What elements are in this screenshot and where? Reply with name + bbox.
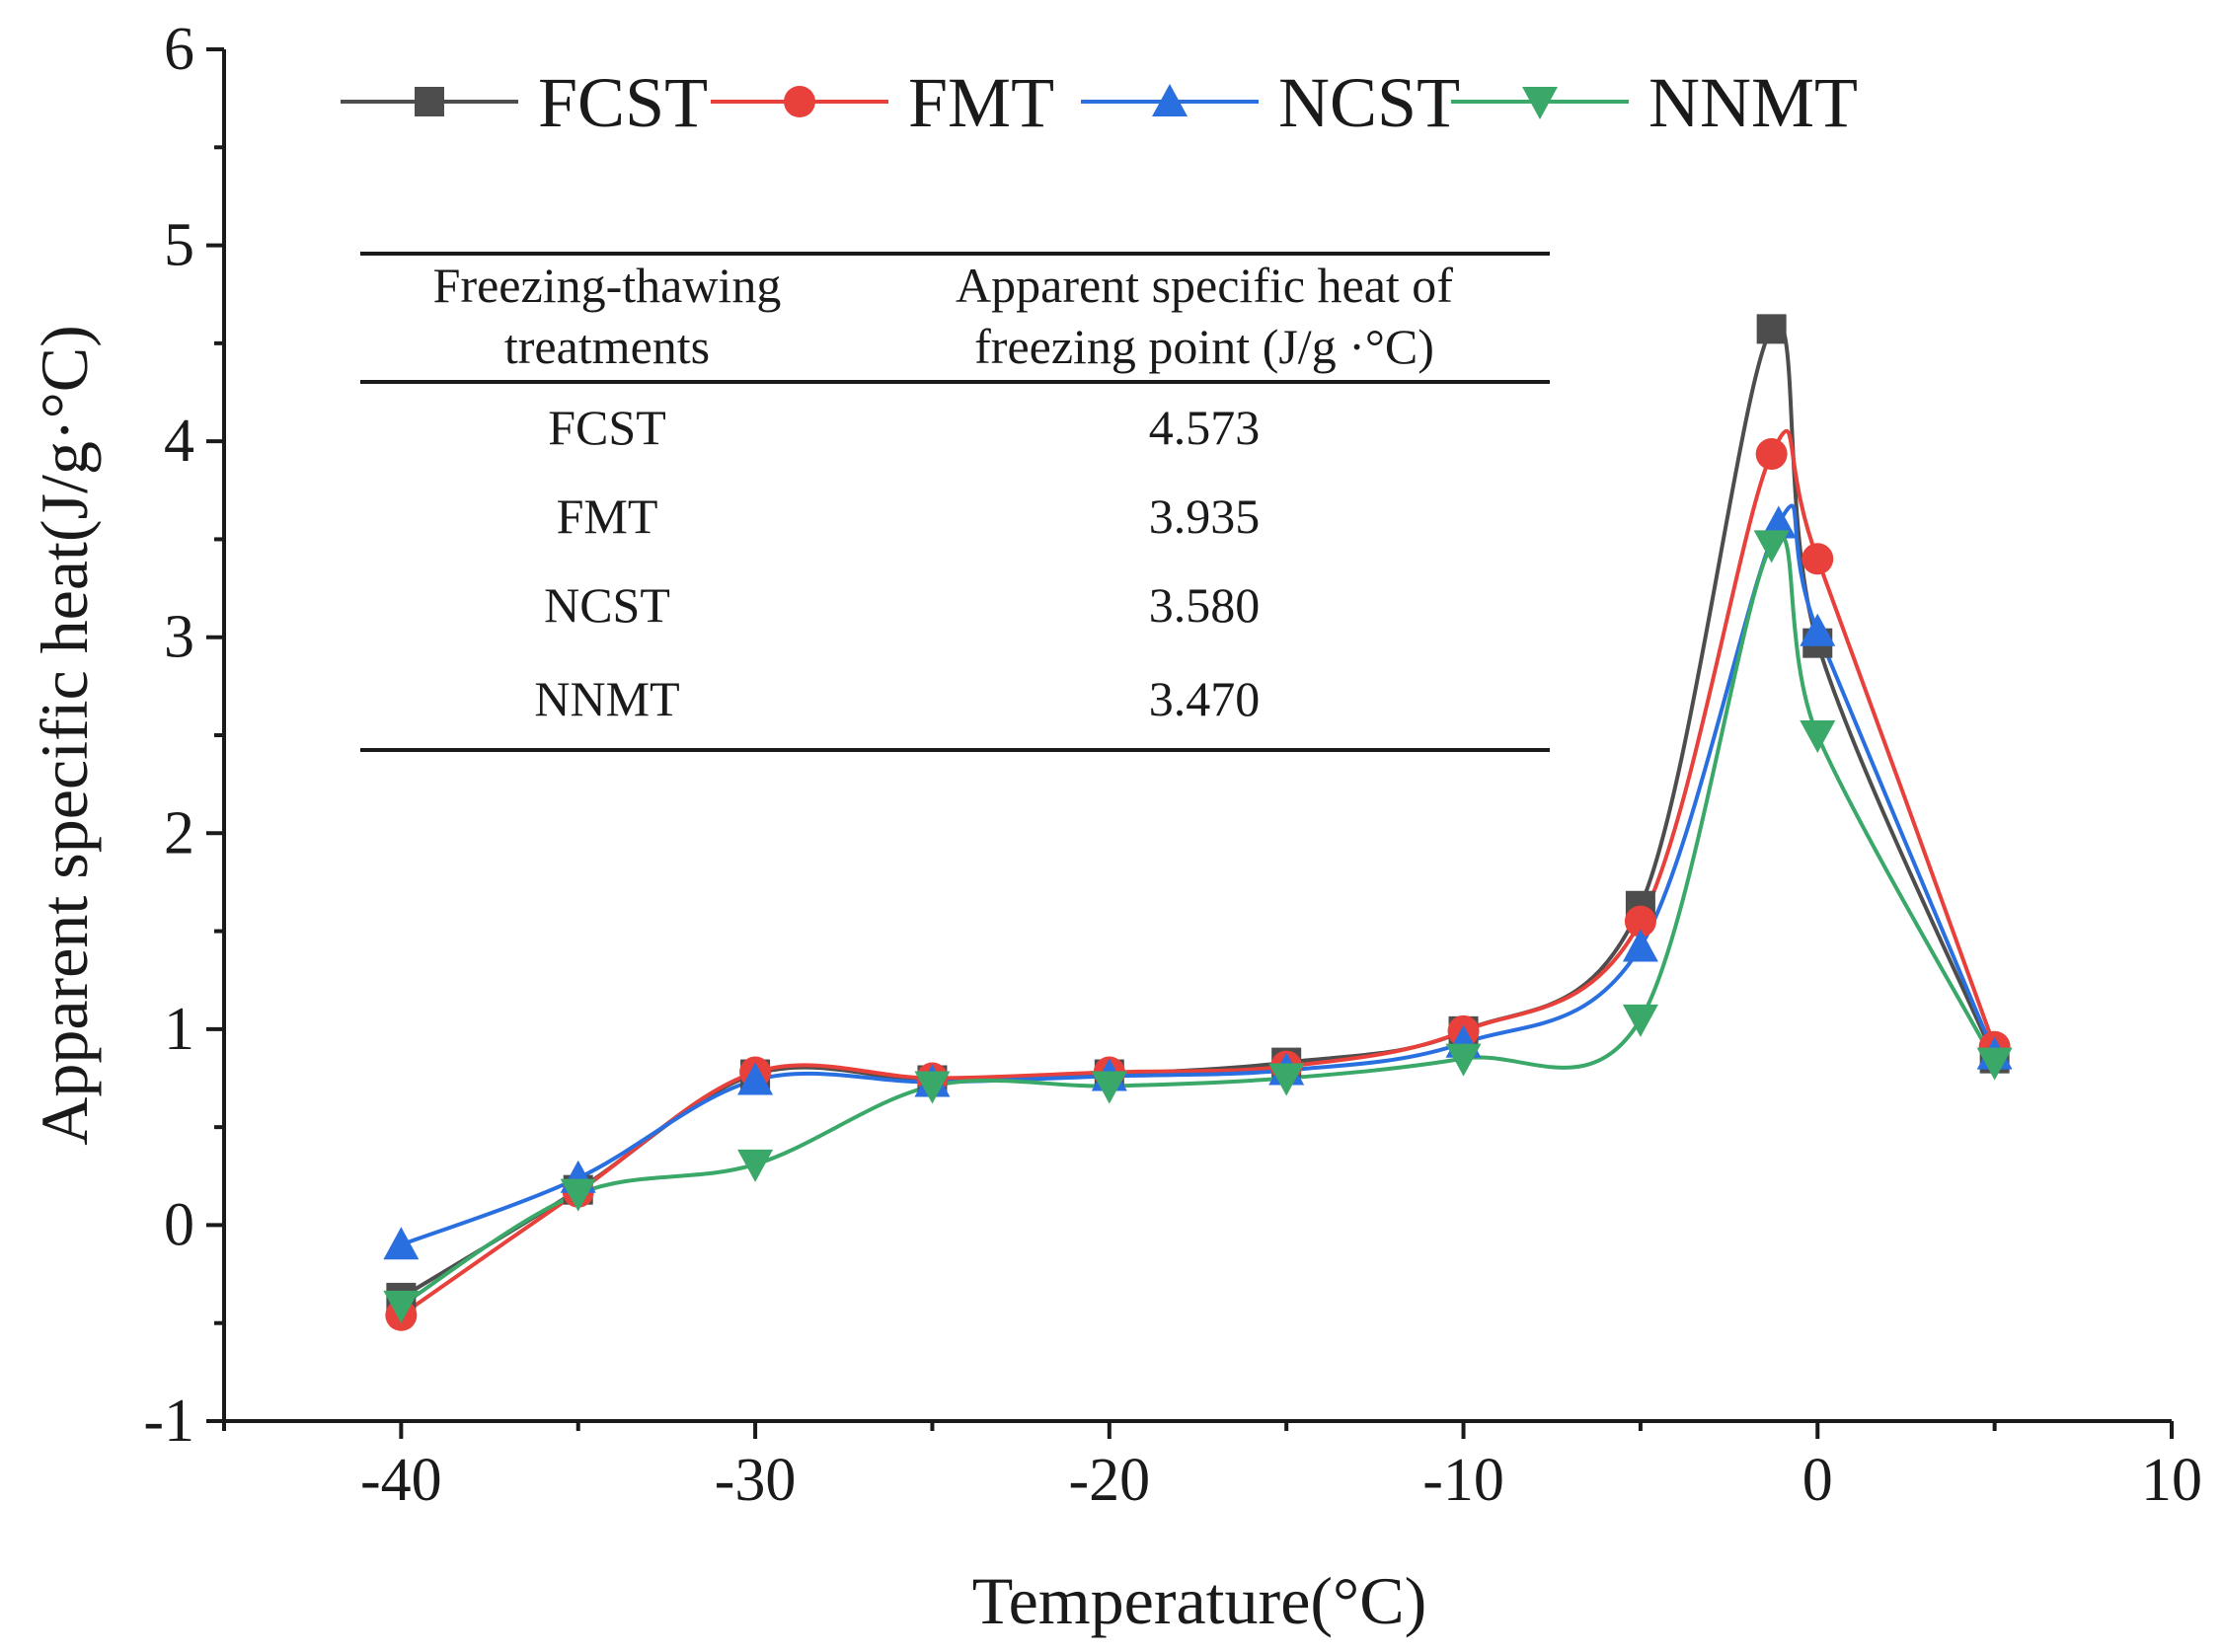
x-tick-label: -10 [1422,1447,1504,1514]
table-header-col2: Apparent specific heat of [956,258,1453,313]
data-point-nnmt [1976,1047,2013,1081]
data-point-nnmt [383,1290,420,1323]
data-point-nnmt [1445,1043,1482,1077]
x-tick-label: -30 [715,1447,797,1514]
legend-marker-nnmt [1522,87,1558,119]
table-cell-value: 3.580 [1149,577,1261,633]
y-tick-label: 0 [164,1191,194,1258]
data-point-ncst [1800,613,1836,646]
data-point-nnmt [737,1149,774,1182]
data-point-nnmt [1753,530,1790,563]
data-point-fmt [1801,543,1834,575]
data-point-nnmt [1800,720,1836,753]
table-cell-value: 3.935 [1149,488,1261,544]
y-tick-label: 6 [164,16,194,83]
y-tick-label: 2 [164,799,194,866]
table-cell-treatment: NCST [544,577,670,633]
table-header-col1: Freezing-thawing [433,258,782,313]
legend: FCST FMT NCST NNMT [341,63,1858,142]
data-point-ncst [737,1062,774,1095]
series-line-fcst [400,322,1997,1300]
x-axis-title: Temperature(°C) [972,1563,1426,1638]
y-tick-label: 5 [164,212,194,279]
x-tick-label: 10 [2141,1447,2202,1514]
y-tick-label: -1 [143,1388,194,1455]
table-cell-value: 3.470 [1149,671,1261,726]
y-tick-label: 1 [164,996,194,1063]
data-point-nnmt [914,1071,951,1104]
x-tick-label: 0 [1802,1447,1833,1514]
legend-marker-fcst [415,87,444,116]
data-point-nnmt [560,1178,596,1212]
data-point-nnmt [1622,1004,1658,1037]
table-cell-value: 4.573 [1149,400,1261,455]
y-tick-label: 4 [164,408,194,475]
legend-label-fcst: FCST [538,63,708,142]
series-markers [383,314,2013,1331]
data-point-nnmt [1091,1071,1127,1104]
table-header-col2: freezing point (J/g ·°C) [974,319,1434,374]
data-point-nnmt [1268,1063,1305,1096]
legend-label-nnmt: NNMT [1648,63,1858,142]
data-point-fcst [1756,314,1787,344]
table-cell-treatment: FCST [548,400,666,455]
series-line-fmt [400,428,1997,1317]
legend-marker-ncst [1152,84,1188,116]
legend-marker-fmt [784,86,815,117]
table-header-col1: treatments [504,319,710,374]
legend-label-fmt: FMT [908,63,1054,142]
y-axis-title: Apparent specific heat(J/g·°C) [27,325,102,1146]
data-point-ncst [1622,929,1658,962]
data-point-fmt [1755,438,1788,471]
data-point-fmt [1624,905,1656,938]
legend-label-ncst: NCST [1278,63,1460,142]
table-cell-treatment: FMT [557,488,658,544]
series-line-nnmt [400,534,1997,1308]
x-tick-label: -20 [1068,1447,1150,1514]
data-point-ncst [1760,505,1797,539]
table-cell-treatment: NNMT [534,671,679,726]
x-tick-label: -40 [360,1447,442,1514]
series-lines [400,322,1997,1317]
series-line-ncst [400,503,1997,1247]
y-tick-label: 3 [164,604,194,671]
inset-table: Freezing-thawing treatments Apparent speci… [360,252,1550,752]
data-point-ncst [383,1227,420,1260]
